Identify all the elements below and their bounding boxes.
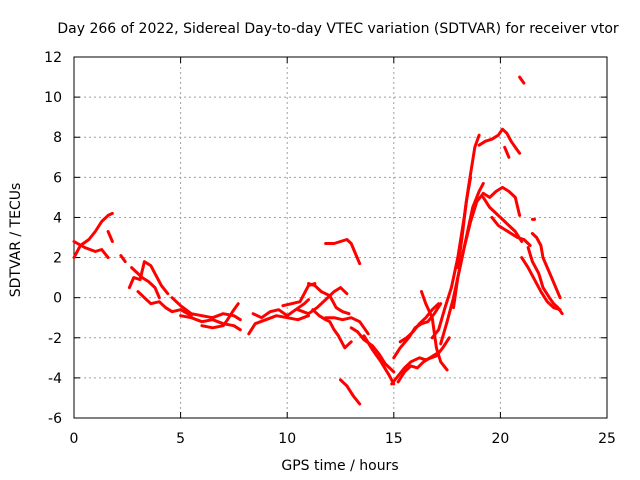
series-trace-10 <box>200 302 240 330</box>
series-trace-25 <box>398 302 441 344</box>
series-trace-38 <box>526 246 564 316</box>
x-axis-label: GPS time / hours <box>281 458 398 474</box>
series-trace-9 <box>179 314 242 332</box>
y-tick-label: -2 <box>48 331 62 347</box>
y-tick-label: 6 <box>53 170 62 186</box>
y-tick-label: 12 <box>44 50 62 66</box>
series-trace-5 <box>130 266 161 300</box>
plot-frame <box>73 56 608 419</box>
series-trace-4 <box>119 254 127 264</box>
series-trace-2 <box>72 240 110 260</box>
series-trace-35 <box>490 215 532 247</box>
series-trace-32 <box>503 145 511 159</box>
series-trace-3 <box>106 230 114 243</box>
series-trace-17 <box>324 316 370 336</box>
chart-title: Day 266 of 2022, Sidereal Day-to-day VTE… <box>57 21 619 37</box>
grid-layer <box>74 57 607 418</box>
series-trace-22 <box>390 336 451 386</box>
x-tick-label: 10 <box>278 431 296 447</box>
series-trace-16 <box>311 308 353 350</box>
series-trace-12 <box>251 298 310 320</box>
x-tick-label: 20 <box>491 431 509 447</box>
y-tick-label: -6 <box>48 411 62 427</box>
series-trace-39 <box>520 256 562 312</box>
series-trace-33 <box>481 185 522 217</box>
series-trace-18 <box>349 326 396 374</box>
x-tick-label: 0 <box>70 431 79 447</box>
series-trace-23 <box>396 352 438 384</box>
series-trace-34 <box>481 195 524 243</box>
y-axis-label: SDTVAR / TECUs <box>8 183 24 298</box>
series-trace-30 <box>456 175 473 270</box>
series-trace-31 <box>477 127 522 155</box>
series-trace-11 <box>247 314 310 336</box>
x-tick-label: 25 <box>598 431 616 447</box>
series-trace-20 <box>324 238 362 266</box>
y-tick-label: 0 <box>53 291 62 307</box>
series-trace-6 <box>127 260 170 296</box>
ticks-layer: 0 5 10 15 20 25 -6 -4 -2 0 2 4 6 8 10 12 <box>44 50 616 447</box>
series-trace-36 <box>518 75 526 85</box>
series-trace-8 <box>170 296 242 322</box>
series-trace-21 <box>339 378 362 406</box>
x-tick-label: 15 <box>385 431 403 447</box>
series-trace-26 <box>420 290 449 372</box>
y-tick-label: 10 <box>44 90 62 106</box>
y-tick-label: 4 <box>53 210 62 226</box>
series-layer <box>72 75 564 406</box>
y-tick-label: 8 <box>53 130 62 146</box>
series-trace-15 <box>296 286 349 316</box>
series-trace-37 <box>530 232 562 300</box>
x-tick-label: 5 <box>176 431 185 447</box>
series-trace-19 <box>362 334 396 386</box>
y-tick-label: -4 <box>48 371 62 387</box>
series-trace-29 <box>452 191 485 310</box>
y-tick-label: 2 <box>53 251 62 267</box>
series-trace-7 <box>136 290 193 318</box>
